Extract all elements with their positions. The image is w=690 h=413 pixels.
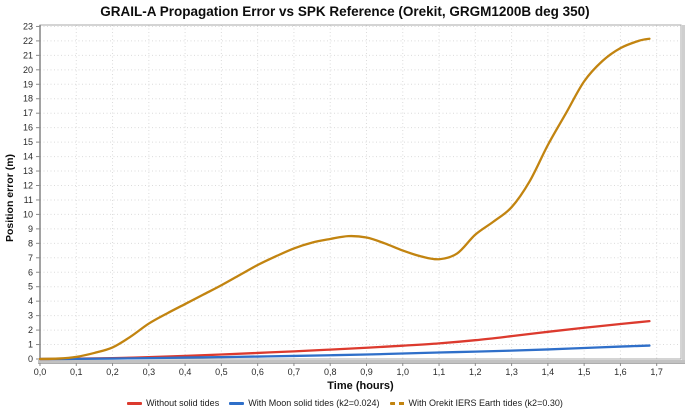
svg-text:14: 14	[23, 152, 33, 162]
svg-text:22: 22	[23, 36, 33, 46]
red-line-legend-marker-icon	[127, 401, 143, 405]
legend-label: With Moon solid tides (k2=0.024)	[248, 398, 380, 408]
svg-text:5: 5	[28, 282, 33, 292]
svg-text:0,2: 0,2	[106, 367, 119, 377]
svg-text:1,6: 1,6	[614, 367, 627, 377]
svg-text:0,7: 0,7	[288, 367, 301, 377]
legend-item-moon-solid-tides: With Moon solid tides (k2=0.024)	[229, 398, 380, 408]
svg-text:1,0: 1,0	[397, 367, 410, 377]
svg-text:21: 21	[23, 50, 33, 60]
svg-text:10: 10	[23, 209, 33, 219]
svg-text:1,3: 1,3	[505, 367, 518, 377]
svg-text:15: 15	[23, 137, 33, 147]
chart-title: GRAIL-A Propagation Error vs SPK Referen…	[100, 4, 590, 19]
legend-label: With Orekit IERS Earth tides (k2=0.30)	[408, 398, 563, 408]
svg-text:23: 23	[23, 21, 33, 31]
svg-text:0,5: 0,5	[215, 367, 228, 377]
svg-text:1,1: 1,1	[433, 367, 446, 377]
svg-text:20: 20	[23, 65, 33, 75]
svg-text:7: 7	[28, 253, 33, 263]
svg-text:1,2: 1,2	[469, 367, 482, 377]
svg-text:6: 6	[28, 267, 33, 277]
svg-text:2: 2	[28, 325, 33, 335]
svg-text:0,3: 0,3	[143, 367, 156, 377]
legend: Without solid tides With Moon solid tide…	[0, 398, 690, 408]
legend-item-orekit-earth-tides: With Orekit IERS Earth tides (k2=0.30)	[389, 398, 563, 408]
svg-text:13: 13	[23, 166, 33, 176]
svg-text:1,5: 1,5	[578, 367, 591, 377]
svg-text:0,6: 0,6	[251, 367, 264, 377]
legend-item-without-solid-tides: Without solid tides	[127, 398, 219, 408]
legend-label: Without solid tides	[146, 398, 220, 408]
orange-dashed-legend-marker-icon	[389, 401, 405, 405]
svg-text:0,4: 0,4	[179, 367, 192, 377]
svg-text:12: 12	[23, 180, 33, 190]
svg-text:1,4: 1,4	[542, 367, 555, 377]
svg-text:0,8: 0,8	[324, 367, 337, 377]
svg-text:8: 8	[28, 238, 33, 248]
x-axis-label: Time (hours)	[327, 380, 394, 392]
svg-text:0,0: 0,0	[34, 367, 47, 377]
svg-text:16: 16	[23, 123, 33, 133]
svg-text:17: 17	[23, 108, 33, 118]
svg-text:0,9: 0,9	[360, 367, 373, 377]
y-axis-label: Position error (m)	[4, 153, 16, 243]
svg-text:1: 1	[28, 340, 33, 350]
svg-text:0,1: 0,1	[70, 367, 83, 377]
svg-text:3: 3	[28, 311, 33, 321]
svg-text:9: 9	[28, 224, 33, 234]
svg-text:18: 18	[23, 94, 33, 104]
svg-text:11: 11	[24, 195, 33, 205]
blue-line-legend-marker-icon	[229, 401, 245, 405]
svg-text:4: 4	[28, 296, 33, 306]
svg-text:19: 19	[23, 79, 33, 89]
svg-text:0: 0	[28, 354, 33, 364]
svg-text:1,7: 1,7	[650, 367, 663, 377]
